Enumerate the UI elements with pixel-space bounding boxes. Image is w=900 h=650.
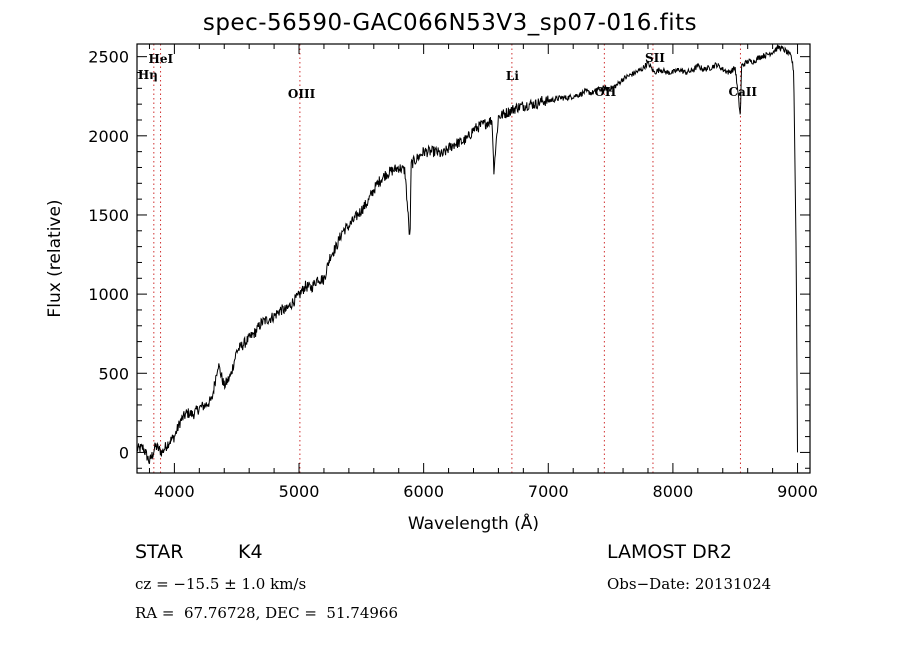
- x-tick-label: 5000: [279, 482, 320, 501]
- y-tick-label: 2000: [88, 127, 129, 146]
- spectrum-series: [136, 43, 798, 465]
- x-tick-label: 8000: [653, 482, 694, 501]
- chart-title: spec-56590-GAC066N53V3_sp07-016.fits: [202, 10, 698, 36]
- object-subclass: K4: [238, 541, 263, 563]
- coordinates-info: RA = 67.76728, DEC = 51.74966: [135, 604, 399, 622]
- x-tick-label: 4000: [154, 482, 195, 501]
- spectral-line-label: OIII: [288, 87, 316, 101]
- axis-ticks: [137, 44, 810, 473]
- y-tick-label: 1000: [88, 285, 129, 304]
- y-axis-label: Flux (relative): [45, 199, 65, 317]
- spectral-line-label: OH: [594, 85, 616, 99]
- x-tick-label: 7000: [528, 482, 569, 501]
- tick-labels: 4000 5000 6000 7000 8000 9000 0 500 1000 1500 2000…: [88, 48, 818, 501]
- object-class: STAR: [135, 541, 184, 563]
- x-tick-label: 9000: [777, 482, 818, 501]
- spectral-line-label: Li: [506, 69, 519, 83]
- x-axis-label: Wavelength (Å): [408, 512, 539, 534]
- spectral-line-label: HeI: [149, 52, 174, 66]
- y-tick-label: 1500: [88, 206, 129, 225]
- line-marker-labels: HeI Hη OIII Li OH SII CaII: [138, 51, 758, 101]
- y-tick-label: 500: [98, 364, 129, 383]
- spectral-line-label: CaII: [728, 85, 757, 99]
- line-markers: [153, 44, 741, 473]
- plot-frame: [136, 43, 811, 474]
- x-tick-label: 6000: [403, 482, 444, 501]
- spectral-line-label: Hη: [138, 68, 158, 82]
- spectral-line-label: SII: [645, 51, 665, 65]
- survey-label: LAMOST DR2: [607, 541, 732, 563]
- y-tick-label: 0: [119, 443, 129, 462]
- redshift-info: cz = −15.5 ± 1.0 km/s: [135, 575, 307, 593]
- y-tick-label: 2500: [88, 48, 129, 67]
- observation-date: Obs−Date: 20131024: [607, 575, 772, 593]
